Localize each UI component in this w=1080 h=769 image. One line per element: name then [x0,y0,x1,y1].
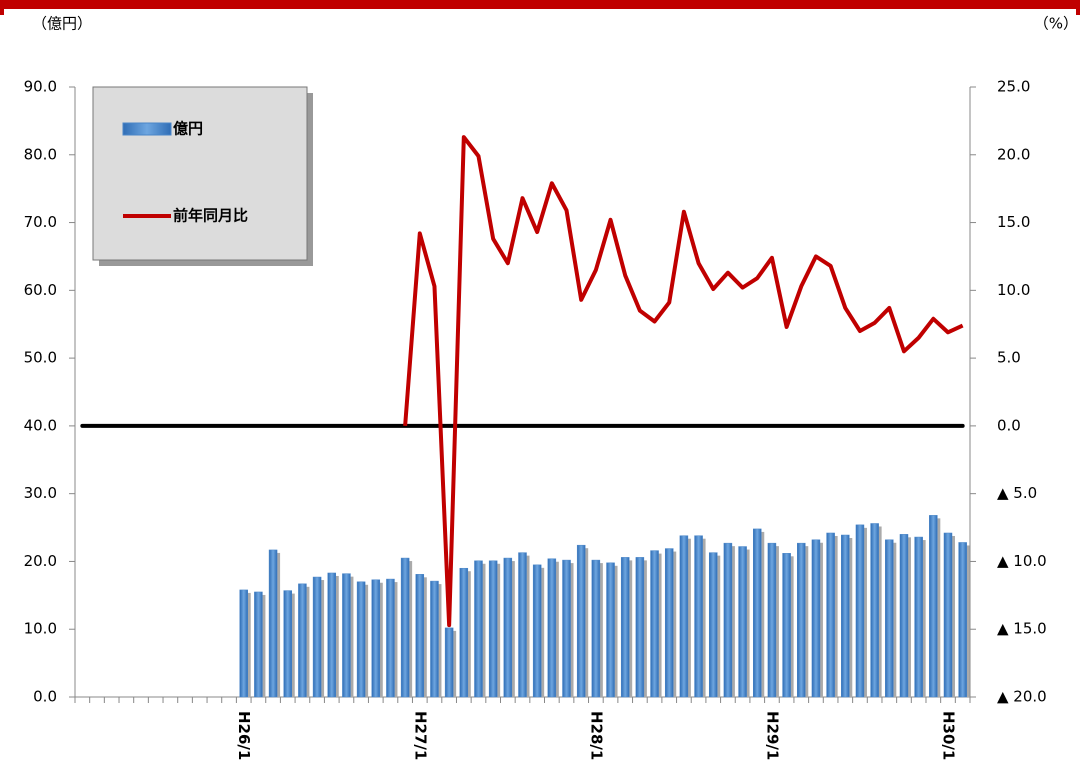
top-border [0,0,1080,9]
bar [826,532,835,698]
bar [870,523,879,698]
y2-tick-label: ▲ 15.0 [997,620,1047,638]
x-tick-label: H27/1 [411,711,429,760]
bar [885,539,894,698]
bar [606,562,615,698]
y-tick-label: 30.0 [24,484,57,502]
bar [268,549,278,698]
y-tick-label: 0.0 [33,688,57,706]
bar [855,524,865,698]
bar [576,544,586,698]
bar [459,567,469,698]
bar [474,560,483,698]
bar [841,534,850,698]
bar [738,546,747,698]
y-tick-label: 40.0 [24,416,57,434]
y-tick-label: 80.0 [24,145,57,163]
bar [753,528,762,698]
bar [929,515,938,698]
y-tick-label: 10.0 [24,620,57,638]
bar [298,583,307,698]
y-tick-label: 20.0 [24,552,57,570]
bar [503,557,513,698]
x-tick-label: H30/1 [939,711,957,760]
bar [620,557,630,698]
y2-tick-label: ▲ 5.0 [997,484,1037,502]
bar [547,558,557,698]
legend-swatch [122,122,172,136]
line [403,135,964,628]
bar [283,590,292,698]
bar [562,559,571,698]
bar [782,553,791,698]
legend-label: 前年同月比 [173,207,248,225]
bar [488,560,498,698]
bar [914,536,923,698]
bar [327,572,337,698]
x-tick-label: H28/1 [587,711,605,760]
bar [415,574,425,698]
y-tick-label: 90.0 [24,78,57,96]
bar [532,564,542,698]
bar [400,557,410,698]
legend-label: 億円 [173,120,203,138]
bar [797,542,806,698]
y2-tick-label: 25.0 [997,78,1030,96]
bar [312,576,322,698]
y2-tick-label: 10.0 [997,281,1030,299]
bar [899,534,909,698]
bar [664,548,674,698]
y2-tick-label: 20.0 [997,145,1030,163]
x-tick-label: H26/1 [235,711,253,760]
bar [518,552,527,698]
bar [694,535,703,698]
right-border [1076,0,1080,15]
x-tick-label: H29/1 [763,711,781,760]
bar [767,542,777,698]
bar [342,573,351,698]
y-tick-label: 60.0 [24,281,57,299]
bar [708,552,718,698]
y-tick-label: 50.0 [24,349,57,367]
y2-tick-label: 5.0 [997,349,1021,367]
bar [635,557,645,698]
bar [591,559,601,698]
legend [92,86,308,261]
bar [444,627,454,698]
bar [650,550,659,698]
y2-tick-label: ▲ 20.0 [997,688,1047,706]
bar [958,542,967,698]
y-tick-label: 70.0 [24,213,57,231]
y-unit-label: （億円） [32,15,92,33]
bar [386,578,395,698]
bar [723,542,733,698]
bar [430,580,439,698]
y2-tick-label: 0.0 [997,416,1021,434]
bar [811,539,821,698]
bar [239,589,248,698]
bar [679,535,689,698]
y2-tick-label: ▲ 10.0 [997,552,1047,570]
bar [943,532,953,698]
y2-unit-label: （%） [1034,15,1078,33]
y2-tick-label: 15.0 [997,213,1030,231]
bar [371,579,381,698]
bar [356,581,366,698]
bar [254,591,263,698]
left-border [0,0,4,15]
